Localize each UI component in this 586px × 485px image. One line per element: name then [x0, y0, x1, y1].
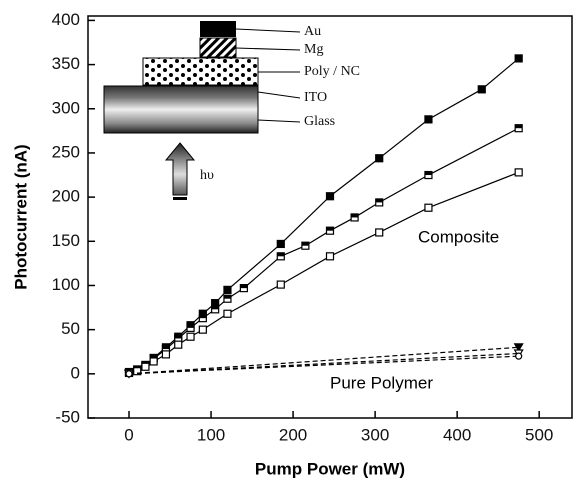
annotation: Pure Polymer	[330, 373, 433, 392]
layer-label: ITO	[304, 90, 327, 105]
y-tick-label: 150	[52, 231, 80, 250]
layer-label: Glass	[304, 114, 335, 129]
marker-half	[375, 198, 383, 203]
y-tick-label: 300	[52, 98, 80, 117]
y-tick-label: 200	[52, 187, 80, 206]
y-tick-label: 350	[52, 54, 80, 73]
data-point	[276, 280, 285, 289]
marker-half	[424, 171, 432, 176]
data-point	[276, 239, 285, 249]
x-tick-label: 0	[124, 425, 133, 444]
marker-half	[223, 295, 231, 299]
marker-half	[199, 314, 207, 319]
layer-au	[200, 21, 236, 37]
inset-diagram: Au Mg Poly / NC ITO Glass hυ	[103, 21, 360, 200]
marker-half	[174, 334, 182, 339]
data-point	[125, 370, 133, 378]
y-tick-label: -50	[55, 407, 80, 426]
data-point	[223, 285, 232, 294]
light-arrow	[173, 197, 187, 200]
light-label: hυ	[200, 168, 214, 183]
x-axis-label: Pump Power (mW)	[255, 459, 405, 478]
marker-half	[240, 284, 248, 289]
y-tick-label: 250	[52, 142, 80, 161]
series-line	[128, 355, 519, 375]
data-point	[161, 350, 171, 359]
x-tick-label: 400	[443, 425, 471, 444]
data-point	[141, 362, 150, 371]
marker-half	[515, 124, 523, 129]
data-point	[375, 228, 384, 237]
x-tick-label: 500	[525, 425, 553, 444]
x-tick-label: 300	[361, 425, 389, 444]
marker-half	[150, 355, 158, 359]
data-point	[375, 154, 384, 163]
y-tick-label: 0	[71, 363, 80, 382]
data-point	[515, 352, 523, 360]
data-point	[325, 252, 335, 261]
data-point	[424, 203, 433, 212]
y-axis-label: Photocurrent (nA)	[11, 144, 30, 289]
layer-glass	[103, 85, 259, 134]
data-point	[514, 168, 523, 177]
annotation: Composite	[418, 227, 499, 246]
x-tick-label: 200	[279, 425, 307, 444]
x-tick-label: 100	[197, 425, 225, 444]
layer-mg	[199, 37, 237, 58]
data-point	[198, 325, 207, 334]
data-point	[174, 340, 183, 349]
data-point	[223, 309, 232, 318]
series-line	[128, 346, 519, 375]
data-point	[325, 192, 335, 201]
y-tick-label: 100	[52, 275, 80, 294]
layer-label: Poly / NC	[304, 64, 360, 79]
data-point	[424, 115, 433, 124]
marker-half	[351, 213, 359, 218]
marker-half	[187, 324, 195, 328]
y-tick-label: 50	[61, 319, 80, 338]
marker-half	[277, 252, 285, 257]
data-point	[514, 54, 523, 63]
data-point	[133, 367, 142, 376]
plot-frame	[87, 15, 573, 419]
data-point	[149, 357, 158, 366]
marker-half	[162, 345, 170, 350]
data-point	[513, 343, 524, 353]
layer-label: Au	[304, 24, 321, 39]
y-tick-label: 400	[52, 10, 80, 29]
data-point	[477, 85, 486, 94]
light-arrow	[164, 142, 196, 196]
data-point	[186, 332, 195, 341]
marker-half	[326, 227, 334, 231]
marker-half	[301, 242, 309, 246]
marker-half	[211, 305, 219, 310]
layer-label: Mg	[304, 42, 323, 57]
layer-poly	[142, 57, 259, 86]
